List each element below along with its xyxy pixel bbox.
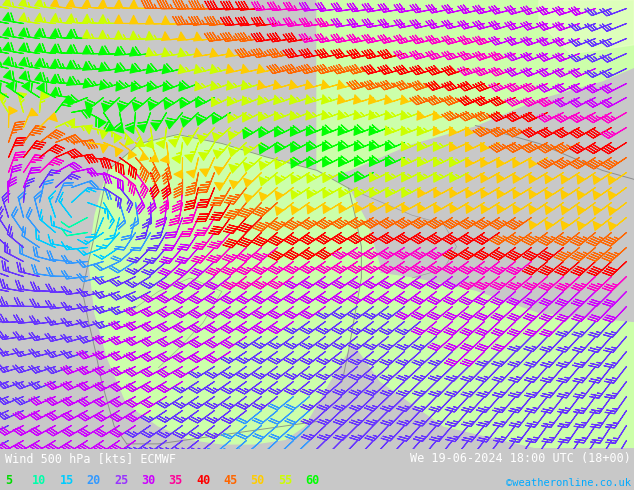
Text: 60: 60	[305, 474, 319, 487]
Text: 55: 55	[278, 474, 292, 487]
Text: 30: 30	[141, 474, 155, 487]
Text: ©weatheronline.co.uk: ©weatheronline.co.uk	[506, 478, 631, 488]
Text: 35: 35	[169, 474, 183, 487]
Text: 20: 20	[87, 474, 101, 487]
Polygon shape	[89, 135, 380, 444]
Polygon shape	[317, 0, 634, 179]
Text: 45: 45	[223, 474, 237, 487]
Text: 5: 5	[5, 474, 12, 487]
Text: 10: 10	[32, 474, 46, 487]
Text: 15: 15	[60, 474, 74, 487]
Polygon shape	[349, 269, 634, 448]
Text: 50: 50	[250, 474, 264, 487]
Text: 25: 25	[114, 474, 128, 487]
Polygon shape	[539, 0, 634, 54]
Text: 40: 40	[196, 474, 210, 487]
Text: We 19-06-2024 18:00 UTC (18+00): We 19-06-2024 18:00 UTC (18+00)	[410, 452, 631, 465]
Text: Wind 500 hPa [kts] ECMWF: Wind 500 hPa [kts] ECMWF	[5, 452, 176, 465]
